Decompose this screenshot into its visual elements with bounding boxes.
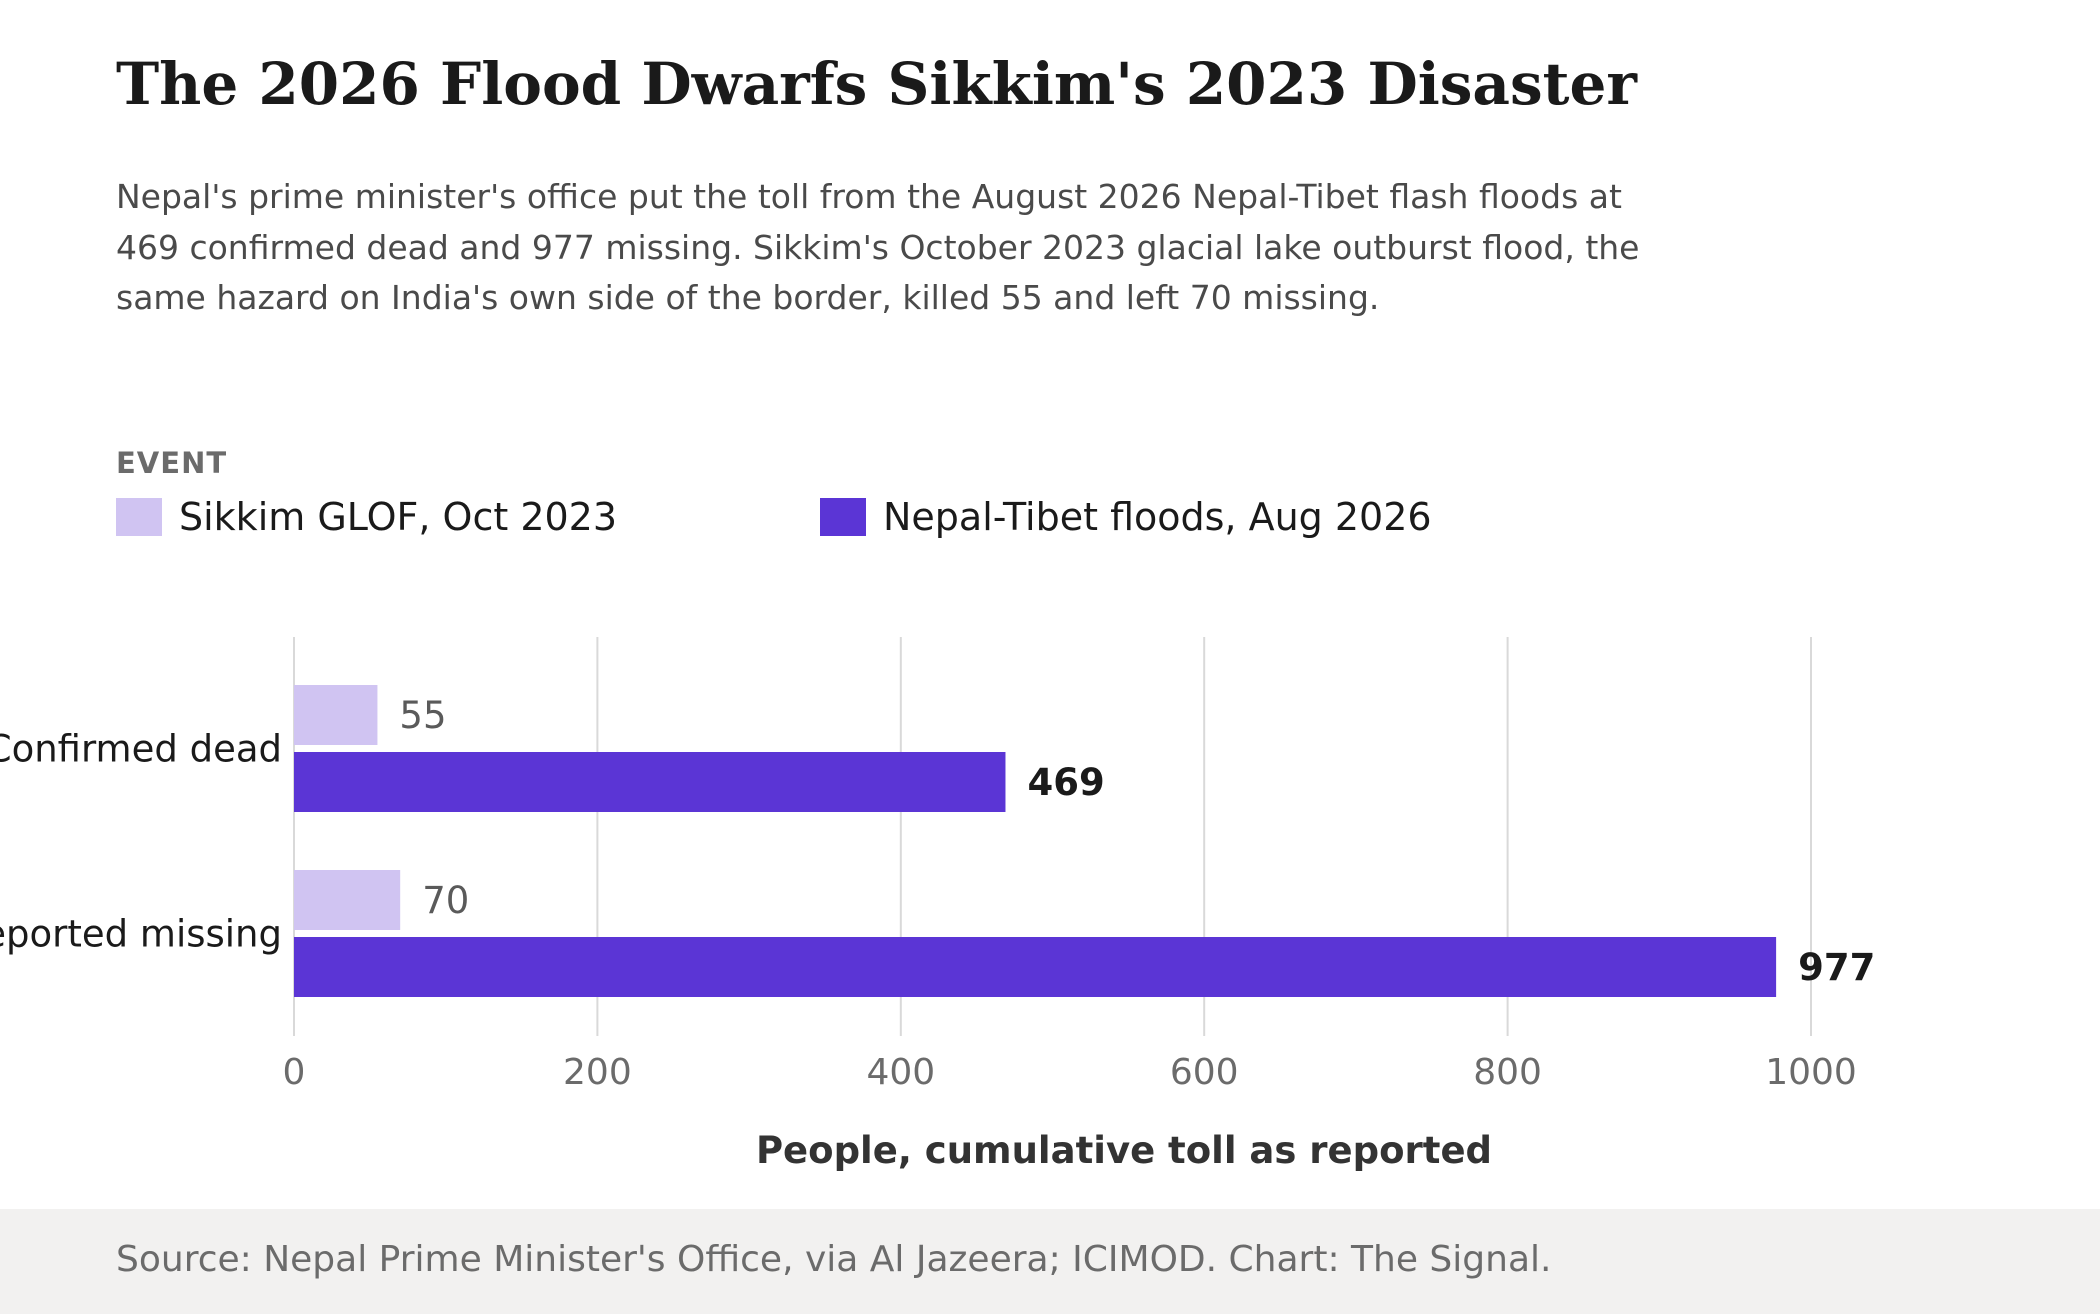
chart-title: The 2026 Flood Dwarfs Sikkim's 2023 Disa… <box>116 50 1637 118</box>
legend-label-nepal: Nepal-Tibet floods, Aug 2026 <box>883 495 1432 539</box>
legend-item-nepal: Nepal-Tibet floods, Aug 2026 <box>820 494 1432 540</box>
data-label: 977 <box>1798 946 1875 989</box>
bar <box>294 752 1006 812</box>
x-axis-label: People, cumulative toll as reported <box>756 1129 1492 1172</box>
category-label: Confirmed dead <box>0 728 282 771</box>
bar <box>294 685 378 745</box>
legend-swatch-sikkim <box>116 498 162 536</box>
bar <box>294 870 401 930</box>
x-tick-label: 1000 <box>1765 1052 1857 1093</box>
legend-item-sikkim: Sikkim GLOF, Oct 2023 <box>116 494 617 540</box>
x-tick-label: 600 <box>1170 1052 1239 1093</box>
data-label: 70 <box>422 879 469 922</box>
data-label: 469 <box>1027 761 1104 804</box>
legend-swatch-nepal <box>820 498 866 536</box>
category-label: Reported missing <box>0 913 282 956</box>
x-tick-label: 200 <box>563 1052 632 1093</box>
x-tick-label: 400 <box>866 1052 935 1093</box>
x-tick-label: 0 <box>283 1052 306 1093</box>
legend-title: EVENT <box>116 446 228 480</box>
footer: Source: Nepal Prime Minister's Office, v… <box>0 1209 2100 1314</box>
bar <box>294 937 1777 997</box>
x-tick-label: 800 <box>1473 1052 1542 1093</box>
bar-chart: 0 200 400 600 800 1000 People, cumulative toll… <box>0 637 1875 1172</box>
data-label: 55 <box>399 694 446 737</box>
legend-label-sikkim: Sikkim GLOF, Oct 2023 <box>179 495 618 539</box>
source-note: Source: Nepal Prime Minister's Office, v… <box>116 1239 1552 1280</box>
chart-subtitle: Nepal's prime minister's office put the … <box>116 177 1640 317</box>
